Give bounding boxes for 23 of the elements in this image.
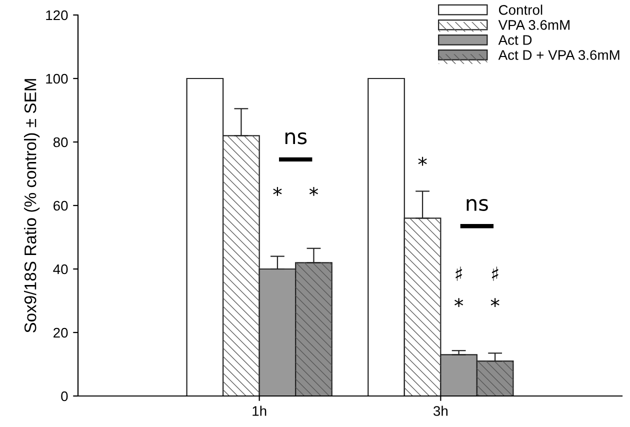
y-tick-label: 120: [46, 10, 68, 20]
legend-label: Act D + VPA 3.6mM: [498, 50, 620, 60]
y-tick-label: 100: [46, 74, 68, 84]
annotation: ♯: [456, 266, 462, 281]
annotation: *: [273, 187, 282, 196]
y-axis-title: Sox9/18S Ratio (% control) ± SEM: [24, 79, 40, 333]
x-tick-label: 1h: [252, 406, 266, 416]
annotation: *: [454, 298, 464, 308]
legend-label: Act D: [498, 35, 532, 45]
legend-label: VPA 3.6mM: [498, 20, 570, 30]
y-tick-label: 60: [54, 200, 68, 211]
legend-label: Control: [498, 4, 542, 15]
y-tick-label: 0: [61, 391, 68, 402]
annotation: *: [490, 298, 500, 308]
y-tick-label: 20: [54, 328, 68, 338]
annotation: ♯: [492, 266, 498, 281]
annotation: *: [309, 187, 318, 196]
annotation: *: [418, 156, 427, 166]
y-tick-label: 80: [53, 137, 68, 148]
x-tick-label: 3h: [433, 406, 448, 416]
annotation: ns: [466, 199, 488, 211]
annotation: ns: [285, 132, 307, 144]
y-tick-label: 40: [53, 264, 68, 274]
